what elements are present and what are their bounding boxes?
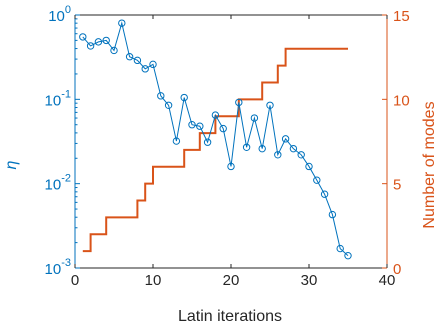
left-tick-label: 100 [48, 4, 71, 25]
right-tick-label: 5 [393, 177, 401, 194]
eta-point [79, 33, 87, 41]
left-tick-label: 10-2 [45, 173, 71, 194]
eta-point [211, 111, 220, 119]
x-tick-label: 10 [145, 272, 162, 289]
eta-point [274, 151, 282, 159]
eta-point [250, 114, 259, 122]
left-axis-label: η [3, 160, 20, 169]
eta-point [297, 151, 305, 159]
right-axis-ticks: 0 5 10 15 [382, 8, 410, 278]
eta-point [125, 53, 134, 61]
eta-point [235, 98, 243, 107]
eta-point [133, 56, 142, 65]
right-axis-label: Number of modes [421, 101, 438, 228]
series-number-of-modes [82, 47, 348, 253]
eta-point [242, 143, 251, 151]
eta-point [219, 124, 227, 133]
eta-point [289, 144, 298, 153]
x-tick-label: 20 [223, 272, 240, 289]
eta-point [328, 210, 337, 219]
eta-point [180, 93, 188, 102]
eta-point [149, 60, 157, 69]
eta-point [94, 38, 103, 46]
eta-point [227, 162, 235, 171]
eta-point [313, 176, 321, 184]
left-axis-ticks: 10-3 10-2 10-1 100 [45, 4, 80, 278]
eta-point [172, 137, 181, 145]
right-tick-label: 15 [393, 8, 410, 25]
eta-point [141, 65, 149, 73]
eta-point [118, 19, 126, 27]
eta-point [258, 144, 266, 153]
eta-point [188, 121, 196, 129]
right-tick-label: 10 [393, 92, 410, 109]
eta-point [110, 46, 118, 55]
eta-point [203, 138, 212, 146]
x-tick-label: 0 [71, 272, 79, 289]
eta-point [305, 162, 313, 171]
eta-point [157, 92, 165, 100]
x-tick-label: 30 [301, 272, 318, 289]
eta-point [281, 135, 290, 143]
plot-area [74, 14, 388, 269]
right-tick-label: 0 [393, 261, 401, 278]
eta-point [196, 122, 204, 130]
series-eta [79, 19, 352, 260]
eta-point [102, 36, 110, 45]
x-axis-ticks: 0 10 20 30 40 [71, 15, 396, 289]
left-tick-label: 10-3 [45, 257, 71, 278]
eta-point [164, 101, 173, 109]
eta-point [266, 101, 274, 109]
left-tick-label: 10-1 [45, 88, 71, 109]
eta-point [336, 244, 344, 253]
eta-point [86, 42, 95, 50]
eta-line [82, 21, 349, 257]
eta-point [344, 251, 352, 260]
x-tick-label: 40 [379, 272, 396, 289]
x-axis-label: Latin iterations [178, 308, 282, 325]
eta-point [320, 190, 329, 198]
modes-step-line [82, 47, 348, 253]
